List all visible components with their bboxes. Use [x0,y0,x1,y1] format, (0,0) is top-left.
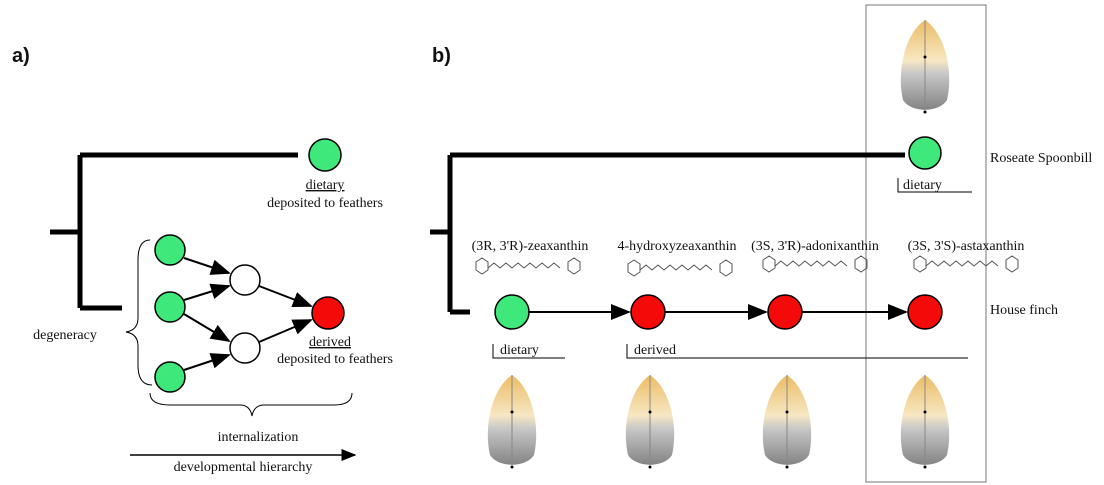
species-label: Roseate Spoonbill [990,151,1092,166]
tag: dietary [903,178,942,193]
panel-label: a) [12,45,30,67]
feather [626,375,674,469]
compound-label: (3S, 3'R)-adonixanthin [751,239,879,254]
brace-label: internalization [218,430,299,445]
tip-label: derived [309,335,351,350]
brace [126,240,152,385]
node [312,297,344,329]
node [495,295,529,329]
tip-caption: deposited to feathers [277,352,393,367]
tip-label: dietary [306,178,345,193]
node [309,139,341,171]
node [155,235,185,265]
bracket [627,344,968,358]
axis-label: developmental hierarchy [174,460,313,475]
feather [901,20,949,114]
node [908,295,942,329]
node [631,295,665,329]
compound-label: 4-hydroxyzeaxanthin [618,239,737,254]
brace-label: degeneracy [33,328,97,343]
panel-label: b) [432,45,451,67]
compound-label: (3R, 3'R)-zeaxanthin [472,239,589,254]
molecule [763,256,867,272]
node [909,137,941,169]
molecule [628,260,732,276]
node [230,333,260,363]
feather [901,375,949,469]
tag: dietary [500,343,539,358]
tag: derived [634,343,676,358]
node [768,295,802,329]
brace [150,393,352,416]
node [155,292,185,322]
compound-label: (3S, 3'S)-astaxanthin [908,239,1025,254]
molecule [476,258,580,274]
node [230,265,260,295]
feather [763,375,811,469]
species-label: House finch [990,303,1058,318]
feather [488,375,536,469]
tree [50,155,298,308]
molecule [914,256,1018,272]
figure: a) dietary deposited to feathers derived… [0,0,1104,485]
tip-caption: deposited to feathers [267,196,383,211]
tree [430,155,905,312]
node [155,362,185,392]
